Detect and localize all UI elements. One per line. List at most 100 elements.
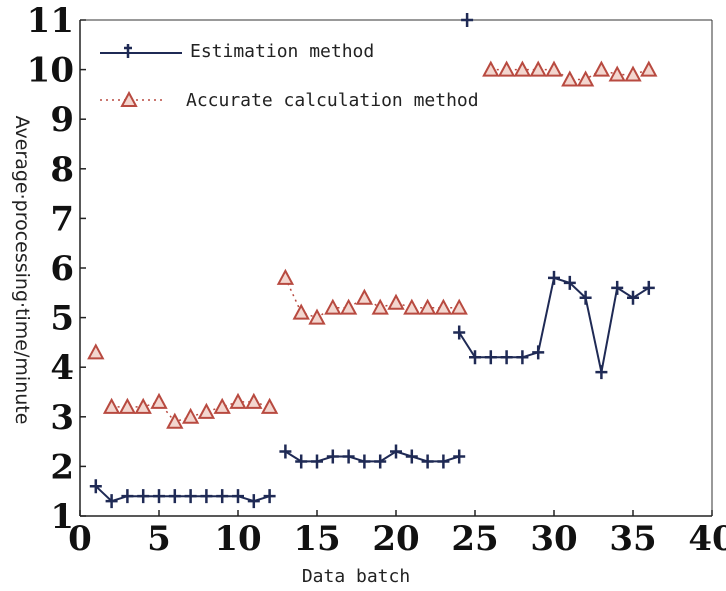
legend-label-accurate: Accurate calculation method [186,90,479,111]
data-point-triangle [403,298,421,315]
series-line [95,485,270,503]
data-point-plus [548,270,560,285]
data-point-triangle [608,65,626,82]
data-point-plus [263,489,276,504]
data-point-triangle [387,293,405,310]
data-point-triangle [276,268,295,285]
data-point-plus [311,454,323,469]
x-tick-label: 5 [147,519,171,559]
y-tick-label: 5 [50,299,74,339]
y-tick-label: 2 [50,447,74,487]
data-point-triangle [545,60,563,77]
data-point-triangle [166,412,184,429]
x-tick-label: 15 [293,519,340,559]
data-point-triangle [181,407,200,424]
data-point-plus [89,479,102,494]
series-1 [87,60,658,429]
y-tick-label: 6 [50,249,74,289]
data-point-triangle [434,298,453,315]
y-tick-label: 9 [50,100,74,140]
data-point-plus [137,489,150,504]
data-point-triangle [513,60,532,77]
y-tick-label: 1 [50,497,74,537]
data-point-triangle [324,298,342,315]
data-point-triangle [561,70,579,87]
x-tick-label: 10 [214,519,261,559]
data-point-triangle [371,298,389,315]
data-point-plus [500,350,513,365]
data-point-plus [461,13,474,27]
data-point-plus [405,449,418,464]
data-point-triangle [592,60,611,77]
data-point-triangle [213,397,231,414]
series-layer [87,13,658,509]
legend: Estimation method Accurate calculation m… [100,41,479,111]
data-point-triangle [339,298,358,315]
data-point-plus [200,489,213,504]
data-point-triangle [245,392,263,409]
data-point-plus [642,280,655,295]
data-point-plus [437,454,450,469]
data-point-triangle [260,397,279,414]
data-point-plus [232,489,244,504]
data-point-plus [469,350,481,365]
data-point-plus [453,449,466,464]
data-point-triangle [497,60,516,77]
data-point-plus [595,365,608,380]
data-point-triangle [624,65,642,82]
data-point-triangle [450,298,468,315]
data-point-triangle [118,397,137,414]
data-point-triangle [150,392,168,409]
legend-marker-estimation [124,44,132,58]
data-point-plus [390,444,402,459]
data-point-plus [563,275,576,290]
data-point-triangle [640,60,658,77]
data-point-plus [484,350,497,365]
data-point-plus [627,290,639,305]
data-point-triangle [134,397,152,414]
data-point-triangle [529,60,547,77]
data-point-triangle [308,308,326,325]
data-point-triangle [229,392,247,409]
data-point-triangle [102,397,121,414]
data-point-triangle [197,402,216,419]
legend-label-estimation: Estimation method [190,41,374,62]
data-point-plus [421,454,434,469]
data-point-triangle [418,298,437,315]
legend-marker-accurate [120,90,138,107]
y-tick-label: 8 [50,150,74,190]
data-point-plus [374,454,387,469]
data-point-plus [153,489,165,504]
series-0 [89,13,655,509]
data-point-plus [532,345,545,360]
x-tick-label: 20 [372,519,419,559]
data-point-plus [295,454,308,469]
x-axis-title: Data batch [302,566,410,587]
y-tick-label: 11 [27,1,74,41]
data-point-plus [453,325,466,340]
data-point-plus [168,489,181,504]
data-point-plus [326,449,339,464]
data-point-plus [358,454,371,469]
x-tick-label: 0 [68,519,92,559]
x-tick-label: 30 [530,519,577,559]
y-tick-label: 4 [50,348,74,388]
data-point-plus [342,449,355,464]
x-tick-label: 35 [609,519,656,559]
data-point-plus [611,280,624,295]
data-point-plus [579,290,592,305]
series-line [490,68,650,81]
data-point-plus [184,489,197,504]
data-point-plus [121,489,134,504]
data-point-triangle [292,303,310,320]
data-point-plus [216,489,229,504]
data-point-plus [279,444,292,459]
data-point-plus [105,494,118,509]
tick-labels: 0 5 10 15 20 25 30 35 40 1 2 3 4 5 6 7 8 9 10 11 [27,1,726,559]
data-point-triangle [482,60,500,77]
data-point-triangle [576,70,595,87]
y-tick-label: 10 [27,51,74,91]
y-axis-title: Average·processing·time/minute [11,116,33,425]
axes [79,19,713,517]
